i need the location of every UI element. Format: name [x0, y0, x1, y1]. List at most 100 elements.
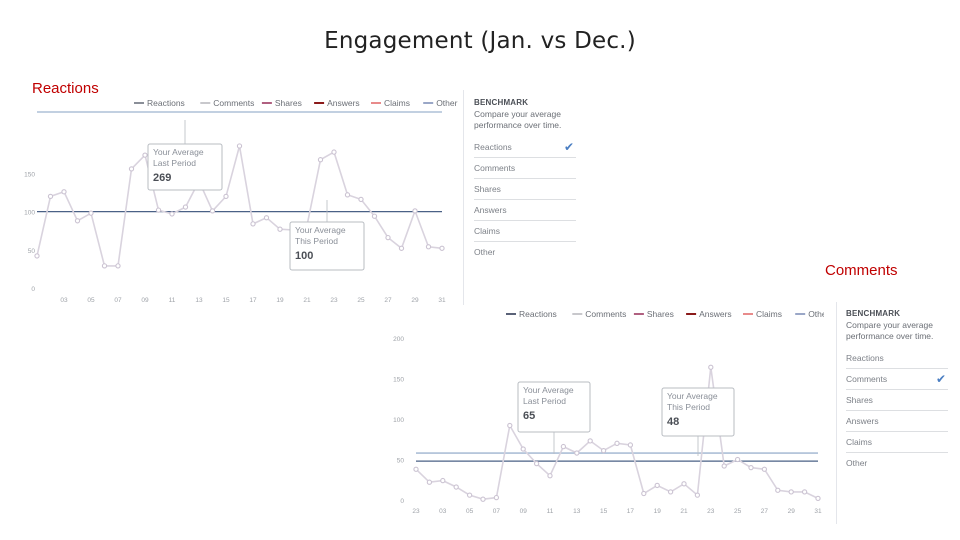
chart-legend: Reactions Comments Shares Answers Claims Othe…	[134, 98, 458, 108]
legend-label: Other	[436, 98, 457, 108]
x-tick-label: 25	[734, 508, 742, 515]
callout-label-line1: Your Average	[153, 147, 204, 157]
data-point	[88, 210, 94, 216]
data-point	[317, 157, 324, 163]
legend-label: Reactions	[147, 98, 185, 108]
data-point	[667, 489, 674, 495]
data-point	[74, 218, 81, 224]
legend-label: Comments	[213, 98, 254, 108]
data-point	[250, 221, 256, 227]
legend-label: Answers	[327, 98, 360, 108]
benchmark-option-claims[interactable]: Claims	[846, 432, 948, 453]
data-point	[440, 477, 446, 484]
y-tick-label: 200	[393, 336, 404, 343]
legend-label: Shares	[647, 309, 674, 319]
benchmark-subtitle: Compare your average performance over ti…	[474, 109, 562, 130]
x-tick-label: 29	[411, 297, 419, 304]
x-tick-label: 29	[788, 508, 796, 515]
data-point	[761, 466, 768, 472]
x-tick-label: 17	[627, 508, 635, 515]
x-tick-label: 05	[87, 297, 95, 304]
callout-box	[147, 143, 223, 191]
benchmark-option-comments[interactable]: Comments	[474, 158, 576, 179]
data-point	[654, 482, 660, 489]
data-point	[425, 244, 432, 250]
benchmark-option-shares[interactable]: Shares	[846, 390, 948, 411]
data-point	[142, 152, 148, 158]
data-point	[155, 207, 162, 213]
benchmark-option-reactions[interactable]: Reactions ✔	[474, 137, 576, 158]
x-tick-label: 31	[438, 297, 446, 304]
benchmark-option-label: Reactions	[846, 353, 884, 363]
data-point	[223, 193, 229, 200]
benchmark-option-label: Shares	[474, 184, 501, 194]
benchmark-option-label: Claims	[846, 437, 872, 447]
data-point	[128, 166, 135, 172]
data-point	[480, 496, 486, 502]
x-tick-label: 15	[600, 508, 608, 515]
legend-item: Claims	[743, 309, 782, 319]
benchmark-option-other[interactable]: Other	[846, 453, 948, 473]
benchmark-option-comments[interactable]: Comments ✔	[846, 369, 948, 390]
callout-value: 269	[153, 172, 171, 184]
callout-label-line1: Your Average	[667, 391, 718, 401]
data-point	[34, 253, 40, 259]
data-point	[169, 211, 175, 217]
x-tick-label: 21	[303, 297, 311, 304]
data-point	[734, 456, 741, 463]
y-tick-label: 150	[393, 377, 404, 384]
benchmark-option-label: Answers	[846, 416, 879, 426]
benchmark-option-label: Comments	[846, 374, 888, 384]
benchmark-panel-comments: BENCHMARK Compare your average performanc…	[846, 309, 948, 473]
legend-label: Answers	[699, 309, 732, 319]
callout-value: 100	[295, 250, 313, 262]
benchmark-option-other[interactable]: Other	[474, 242, 576, 262]
y-tick-label: 100	[24, 210, 35, 217]
data-point	[398, 245, 405, 251]
data-point	[344, 192, 351, 198]
benchmark-option-claims[interactable]: Claims	[474, 221, 576, 242]
legend-item: Answers	[686, 309, 732, 319]
legend-item: Comments	[572, 309, 626, 319]
legend-label: Other	[808, 309, 824, 319]
data-point	[788, 489, 794, 495]
callout-label-line1: Your Average	[295, 225, 346, 235]
callout-label-line2: Last Period	[523, 396, 566, 406]
data-point	[574, 450, 580, 456]
data-point	[331, 149, 337, 155]
y-tick-label: 0	[400, 498, 404, 505]
legend-label: Comments	[585, 309, 626, 319]
data-point	[358, 196, 364, 203]
legend-label: Reactions	[519, 309, 557, 319]
data-point	[412, 208, 418, 214]
x-tick-label: 31	[814, 508, 822, 515]
benchmark-option-shares[interactable]: Shares	[474, 179, 576, 200]
callout-value: 48	[667, 416, 679, 428]
data-point	[263, 215, 270, 221]
x-tick-label: 03	[60, 297, 68, 304]
x-tick-label: 13	[573, 508, 581, 515]
benchmark-option-reactions[interactable]: Reactions	[846, 348, 948, 369]
legend-item: Comments	[200, 98, 254, 108]
data-point	[236, 143, 243, 149]
callout-box	[517, 381, 591, 433]
y-tick-label: 150	[24, 171, 35, 178]
legend-label: Shares	[275, 98, 302, 108]
data-point	[533, 460, 540, 467]
x-tick-label: 23	[707, 508, 715, 515]
data-point	[801, 489, 808, 495]
slide-title: Engagement (Jan. vs Dec.)	[324, 28, 636, 54]
data-point	[101, 263, 108, 269]
panel-divider-comments	[836, 302, 837, 524]
callout-box	[661, 387, 735, 437]
benchmark-option-answers[interactable]: Answers	[474, 200, 576, 221]
benchmark-option-answers[interactable]: Answers	[846, 411, 948, 432]
data-point	[413, 466, 419, 472]
benchmark-option-label: Answers	[474, 205, 507, 215]
data-point	[466, 492, 473, 498]
x-tick-label: 27	[384, 297, 392, 304]
x-tick-label: 19	[276, 297, 284, 304]
benchmark-option-label: Shares	[846, 395, 873, 405]
